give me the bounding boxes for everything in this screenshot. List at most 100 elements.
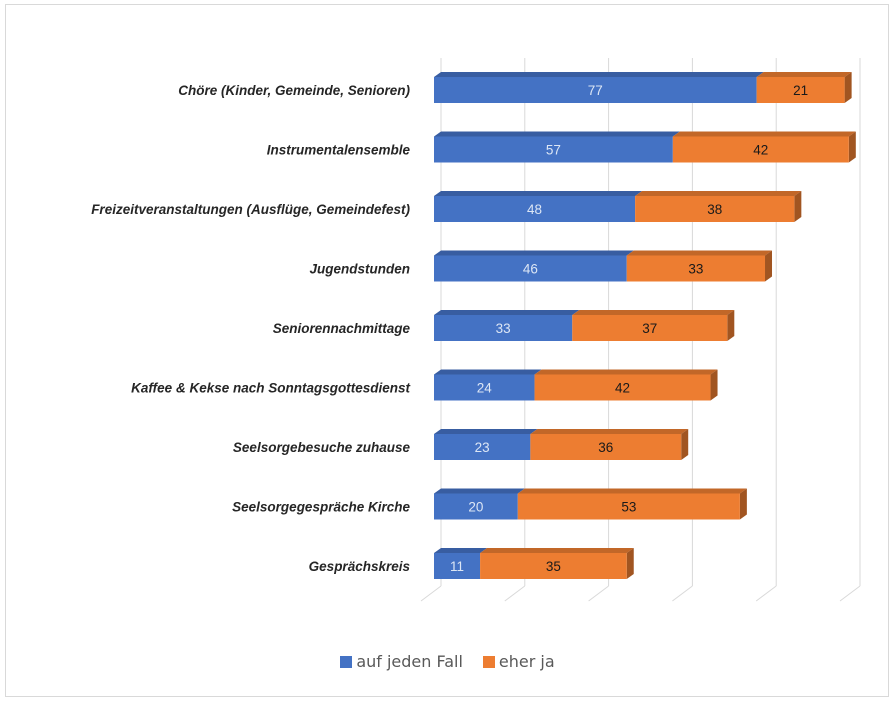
bar-top-face [756, 72, 852, 77]
bar-front-face [434, 315, 573, 341]
gridline-floor [672, 585, 693, 602]
gridline-floor [588, 585, 609, 602]
bar-segment [434, 488, 525, 520]
category-label: Freizeitveranstaltungen (Ausflüge, Gemei… [91, 202, 410, 217]
data-label: 77 [588, 83, 603, 98]
bar-segment [756, 72, 852, 103]
bar-top-face [635, 191, 802, 196]
legend-swatch-series-2 [482, 655, 495, 668]
gridline-floor [755, 585, 777, 602]
data-label: 53 [621, 500, 636, 515]
bar-top-face [434, 131, 680, 137]
bar-segment [434, 369, 542, 401]
data-label: 33 [496, 321, 511, 336]
category-label: Chöre (Kinder, Gemeinde, Senioren) [178, 83, 410, 98]
bar-top-face [572, 310, 735, 315]
bar-side-face [739, 488, 747, 520]
data-label: 36 [598, 440, 613, 455]
bar-top-face [517, 488, 747, 494]
legend-swatch-series-1 [340, 655, 353, 668]
data-label: 20 [468, 500, 483, 515]
bar-segment [434, 191, 643, 222]
data-label: 48 [527, 202, 542, 217]
bar-top-face [534, 369, 718, 375]
data-label: 33 [688, 262, 703, 277]
data-label: 24 [477, 381, 493, 396]
legend-item-series-2: eher ja [482, 652, 555, 671]
category-label: Seniorennachmittage [273, 321, 411, 336]
category-label: Seelsorgegespräche Kirche [232, 500, 410, 515]
bar-front-face [434, 196, 636, 222]
bar-front-face [517, 493, 740, 520]
bar-segment [572, 310, 735, 341]
bar-top-face [480, 548, 634, 553]
data-label: 57 [546, 143, 561, 158]
legend-label-series-2: eher ja [498, 652, 555, 671]
category-label: Kaffee & Kekse nach Sonntagsgottesdienst [131, 381, 410, 396]
legend-item-series-1: auf jeden Fall [340, 652, 463, 671]
bar-segment [534, 369, 718, 401]
category-label: Seelsorgebesuche zuhause [233, 440, 411, 455]
legend-label-series-1: auf jeden Fall [356, 652, 463, 671]
bar-front-face [434, 434, 531, 460]
bar-top-face [434, 310, 580, 315]
bar-top-face [434, 369, 542, 375]
bar-front-face [434, 255, 627, 282]
data-label: 11 [450, 559, 464, 574]
bar-top-face [434, 429, 538, 434]
bar-front-face [572, 315, 728, 341]
bar-segment [672, 131, 856, 163]
bar-segment [434, 131, 680, 163]
bar-top-face [626, 250, 773, 256]
data-label: 21 [793, 83, 808, 98]
bar-side-face [626, 548, 634, 579]
bar-segment [434, 310, 580, 341]
bar-top-face [434, 72, 764, 77]
bar-segment [530, 429, 689, 460]
chart-frame [5, 4, 889, 697]
bar-side-face [844, 72, 852, 103]
data-label: 38 [707, 202, 722, 217]
data-label: 42 [615, 381, 630, 396]
bar-top-face [434, 548, 488, 553]
bar-front-face [434, 77, 757, 103]
bar-segment [434, 548, 488, 579]
bar-side-face [848, 131, 856, 163]
bar-front-face [434, 374, 535, 401]
gridline-floor [420, 585, 442, 602]
bar-front-face [756, 77, 845, 103]
bar-segment [480, 548, 634, 579]
bar-side-face [765, 250, 773, 282]
bar-top-face [672, 131, 856, 137]
bar-segment [517, 488, 747, 520]
bar-top-face [434, 250, 634, 256]
bar-front-face [635, 196, 795, 222]
bar-front-face [434, 553, 481, 579]
bar-segment [635, 191, 802, 222]
bar-front-face [480, 553, 627, 579]
data-label: 46 [523, 262, 538, 277]
data-label: 42 [753, 143, 768, 158]
bar-top-face [530, 429, 689, 434]
bar-side-face [794, 191, 802, 222]
gridline-floor [839, 585, 861, 602]
bar-front-face [530, 434, 682, 460]
data-label: 35 [546, 559, 561, 574]
bar-segment [434, 250, 634, 282]
legend: auf jeden Fall eher ja [0, 652, 895, 671]
category-label: Instrumentalensemble [267, 143, 411, 158]
category-label: Gesprächskreis [309, 559, 411, 574]
bar-front-face [626, 255, 766, 282]
bar-front-face [434, 493, 518, 520]
gridline-floor [504, 585, 526, 602]
data-label: 23 [475, 440, 490, 455]
bar-segment [434, 72, 764, 103]
category-label: Jugendstunden [310, 262, 411, 277]
bar-side-face [727, 310, 735, 341]
bar-top-face [434, 488, 525, 494]
bar-segment [434, 429, 538, 460]
bar-front-face [534, 374, 711, 401]
bar-front-face [672, 136, 849, 163]
stacked-bar-chart: Chöre (Kinder, Gemeinde, Senioren) 77 21 In… [91, 58, 861, 602]
bar-front-face [434, 136, 673, 163]
